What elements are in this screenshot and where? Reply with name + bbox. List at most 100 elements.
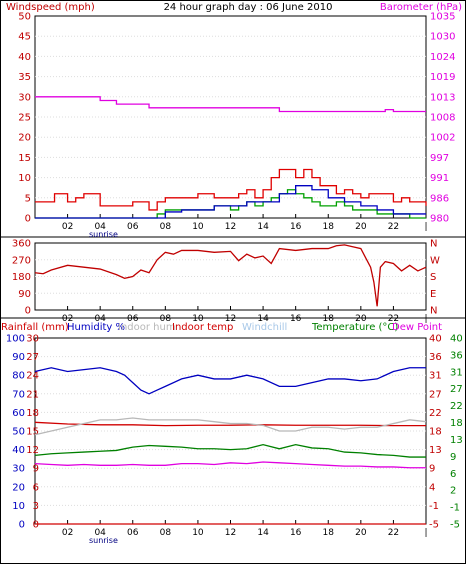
y-tick-label: 24 [26, 371, 39, 382]
windavg-line [35, 185, 426, 219]
y-tick-label: 21 [26, 389, 39, 400]
x-tick-label: 08 [160, 528, 172, 538]
y-tick-label: 5 [25, 193, 31, 204]
x-tick-label: 18 [323, 528, 335, 538]
legend-entry: Indoor hum [118, 322, 176, 333]
y-tick-label: 35 [18, 72, 31, 83]
temp-tick-label: 6 [450, 469, 456, 480]
sunrise-label: sunrise [89, 230, 118, 239]
chart-title: 24 hour graph day : 06 June 2010 [164, 2, 333, 13]
x-end-marker: | [424, 528, 427, 538]
y-tick-label: 30 [26, 334, 39, 345]
legend-entry: Windchill [242, 322, 287, 333]
y-tick-label: 40 [12, 445, 25, 456]
x-tick-label: 16 [290, 528, 302, 538]
y-tick-label: 80 [12, 371, 25, 382]
y-tick-label: 0 [25, 214, 31, 225]
x-tick-label: 20 [355, 314, 367, 324]
y-tick-label: N [430, 239, 437, 250]
x-tick-label: 20 [355, 528, 367, 538]
x-tick-label: 08 [160, 314, 172, 324]
indoor_temp-line [34, 421, 426, 427]
y-tick-label: S [430, 272, 436, 283]
legend-entry: Indoor temp [172, 322, 233, 333]
x-tick-label: 16 [290, 314, 302, 324]
y-tick-label: 40 [18, 52, 31, 63]
y-tick-label: 3 [33, 501, 39, 512]
y-tick-label: 270 [12, 255, 31, 266]
y-tick-label: 1019 [430, 72, 455, 83]
y-tick-label: 90 [12, 352, 25, 363]
temp-tick-label: 9 [429, 464, 435, 475]
legend-entry: Dew Point [392, 322, 442, 333]
y-tick-label: 30 [12, 464, 25, 475]
x-tick-label: 18 [323, 222, 335, 232]
y-tick-label: 180 [12, 272, 31, 283]
y-tick-label: 100 [6, 334, 25, 345]
x-tick-label: 04 [94, 528, 106, 538]
x-tick-label: 22 [388, 222, 399, 232]
temp-tick-label: 9 [450, 452, 456, 463]
y-tick-label: 30 [18, 92, 31, 103]
y-tick-label: 70 [12, 389, 25, 400]
temp-tick-label: 22 [429, 408, 442, 419]
x-tick-label: 06 [127, 528, 139, 538]
temp-tick-label: 13 [429, 445, 442, 456]
y-tick-label: 991 [430, 173, 449, 184]
direction-line [34, 244, 427, 307]
y-tick-label: 20 [12, 482, 25, 493]
x-end-marker: | [424, 314, 427, 324]
x-tick-label: 10 [192, 222, 204, 232]
legend-entry: Temperature (°C) [311, 322, 398, 333]
y-tick-label: 12 [26, 445, 39, 456]
temp-tick-label: 40 [450, 334, 463, 345]
x-tick-label: 14 [257, 314, 269, 324]
y-tick-label: 50 [12, 427, 25, 438]
y-tick-label: 9 [33, 464, 39, 475]
y-tick-label: W [430, 255, 440, 266]
x-tick-label: 22 [388, 314, 399, 324]
temp-tick-label: 27 [450, 384, 463, 395]
y-tick-label: 1013 [430, 92, 455, 103]
legend-entry: Rainfall (mm) [1, 322, 69, 333]
barometer-line [35, 96, 426, 113]
x-tick-label: 12 [225, 314, 236, 324]
temp-tick-label: 27 [429, 389, 442, 400]
wind-axis-title: Windspeed (mph) [6, 2, 95, 13]
x-tick-label: 10 [192, 528, 204, 538]
y-tick-label: 10 [18, 173, 31, 184]
x-tick-label: 02 [62, 314, 73, 324]
y-tick-label: 18 [26, 408, 39, 419]
temp-tick-label: 36 [429, 352, 442, 363]
temp-tick-label: 31 [450, 367, 463, 378]
x-tick-label: 20 [355, 222, 367, 232]
y-tick-label: 986 [430, 193, 449, 204]
y-tick-label: 1002 [430, 133, 455, 144]
x-tick-label: 16 [290, 222, 302, 232]
y-tick-label: 0 [25, 306, 31, 317]
y-tick-label: 1008 [430, 113, 455, 124]
x-tick-label: 12 [225, 528, 236, 538]
temp-tick-label: -1 [450, 503, 460, 514]
sunrise-label: sunrise [89, 536, 118, 545]
y-tick-label: 90 [18, 289, 31, 300]
legend-entry: Humidity % [67, 322, 125, 333]
temp-tick-label: 18 [429, 427, 442, 438]
temp-tick-label: 18 [450, 418, 463, 429]
x-end-marker: | [424, 222, 427, 232]
y-tick-label: 1035 [430, 12, 455, 23]
temp-tick-label: 40 [429, 334, 442, 345]
x-tick-label: 04 [94, 222, 106, 232]
temp-tick-label: -1 [429, 501, 439, 512]
y-tick-label: 360 [12, 239, 31, 250]
y-tick-label: E [430, 289, 436, 300]
x-tick-label: 22 [388, 528, 399, 538]
y-tick-label: 15 [26, 427, 39, 438]
y-tick-label: 20 [18, 133, 31, 144]
x-tick-label: 14 [257, 222, 269, 232]
y-tick-label: 45 [18, 32, 31, 43]
temp-tick-label: 22 [450, 401, 463, 412]
